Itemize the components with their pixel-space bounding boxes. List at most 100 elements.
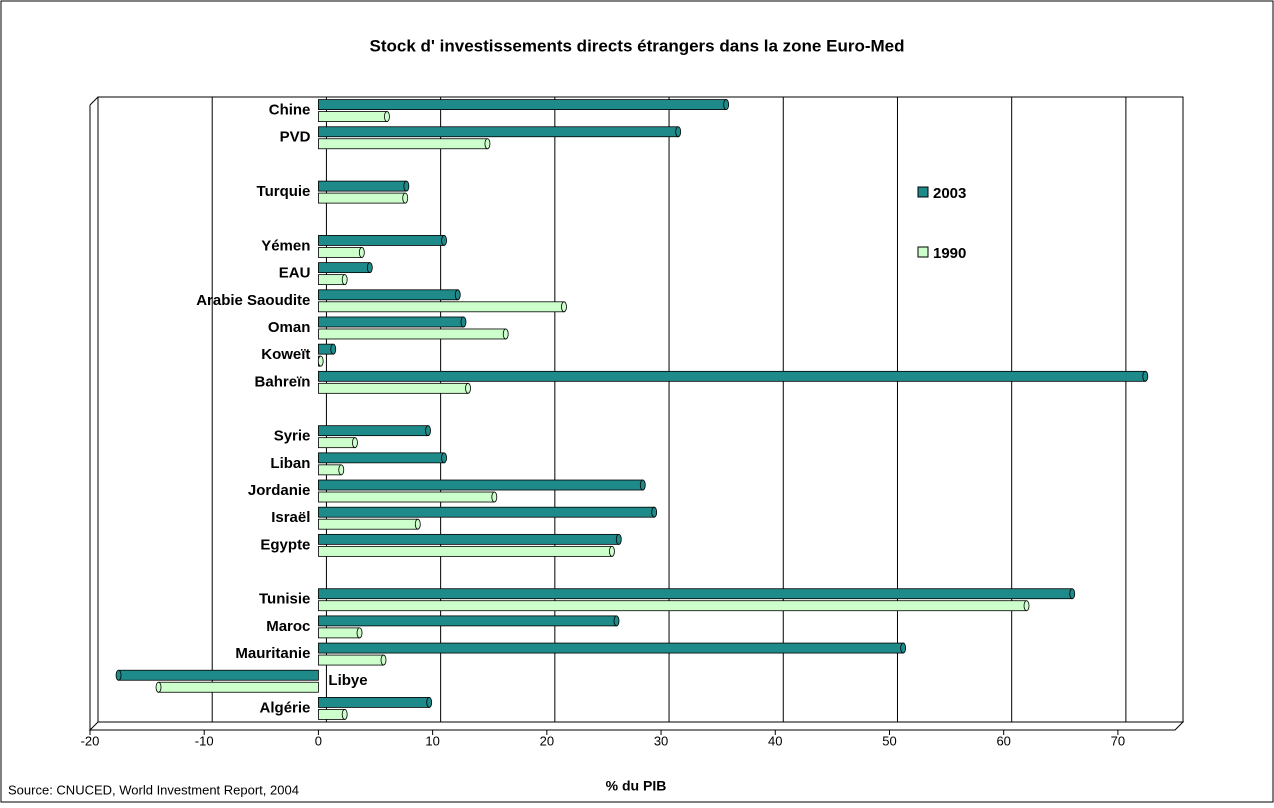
bar [158,681,319,693]
bar [318,533,620,545]
bar-cap [675,126,682,138]
y-tick-label: EAU [279,265,311,282]
plot-floor [88,721,1185,731]
y-tick-label: Jordanie [248,482,311,499]
bar [318,437,356,449]
bar-cap [317,355,324,367]
bar-cap [403,180,410,192]
y-tick-label: Maroc [266,618,310,635]
bar [318,518,419,530]
bar-cap [441,452,447,464]
bar-cap [341,709,348,720]
bar-cap [366,262,373,274]
y-tick-label: Syrie [274,428,311,445]
y-tick-label: Turquie [257,183,311,200]
bar-cap [380,654,387,666]
y-tick-label: Egypte [260,536,310,553]
y-tick-label: Bahreïn [255,373,311,390]
legend-swatch [917,246,929,258]
bar-cap [341,274,348,286]
bar-cap [609,545,615,557]
bar [318,709,346,720]
chart-title: Stock d' investissements directs étrange… [370,36,905,55]
bar [318,588,1073,600]
bar [318,545,613,557]
bar-cap [561,301,567,313]
bar [318,370,1146,382]
y-tick-label: Yémen [261,237,310,254]
bar-cap [1142,370,1149,382]
y-tick-label: Mauritanie [235,645,310,662]
x-tick-label: 40 [768,733,782,748]
x-tick-label: -10 [195,733,214,748]
x-tick-label: 60 [996,733,1010,748]
bar [318,615,617,627]
bar-cap [441,235,447,246]
legend-label: 2003 [933,185,966,202]
bar [318,654,384,666]
bar-cap [460,316,467,328]
bar [318,600,1027,612]
bar-cap [402,192,409,204]
legend-label: 1990 [933,245,966,262]
y-tick-label: PVD [280,129,311,146]
bar-cap [900,642,907,654]
bar [318,138,488,150]
legend-swatch [917,186,929,198]
bar-cap [330,343,337,355]
bar-cap [414,518,421,530]
y-tick-label: Libye [328,672,367,689]
bar-cap [484,138,491,150]
source: Source: CNUCED, World Investment Report,… [8,782,299,797]
bar-cap [651,506,658,518]
bar [118,669,319,681]
bar-cap [465,382,471,394]
bar-cap [454,289,461,301]
bar [318,464,342,476]
y-tick-label: Tunisie [259,591,310,608]
bar-cap [615,533,622,545]
bar [318,627,360,639]
bar-cap [115,669,122,681]
bar-cap [356,627,363,639]
bar-cap [639,479,646,491]
y-tick-label: Koweït [261,346,310,363]
bar-cap [723,99,730,110]
x-tick-label: 20 [540,733,554,748]
bar [318,126,679,138]
bar [318,452,445,464]
bar [318,425,429,437]
x-tick-label: 30 [654,733,668,748]
bar [318,180,407,192]
bar-cap [155,681,162,693]
x-tick-label: 70 [1111,733,1125,748]
x-tick-label: 10 [425,733,439,748]
bar [318,235,445,246]
bar-cap [613,615,620,627]
bar [318,382,469,394]
bar-cap [425,425,431,437]
bar-cap [1069,588,1076,600]
bar-cap [491,491,498,503]
bar [318,697,430,708]
bar [318,328,507,340]
y-tick-label: Chine [269,102,311,119]
bar-cap [358,247,365,258]
bar [318,262,371,274]
bar [318,491,495,503]
x-tick-label: -20 [81,733,100,748]
bar-cap [502,328,509,340]
bar [318,289,459,301]
bar [318,274,346,286]
bar-cap [426,697,433,708]
bar-cap [352,437,358,449]
x-tick-label: 50 [882,733,896,748]
x-axis-label: % du PIB [606,778,667,794]
bar-cap [384,111,390,122]
left-wall-top [89,96,99,106]
bar-cap [338,464,345,476]
y-tick-label: Arabie Saoudite [196,292,310,309]
bar [318,301,565,313]
y-tick-label: Algérie [260,699,311,716]
